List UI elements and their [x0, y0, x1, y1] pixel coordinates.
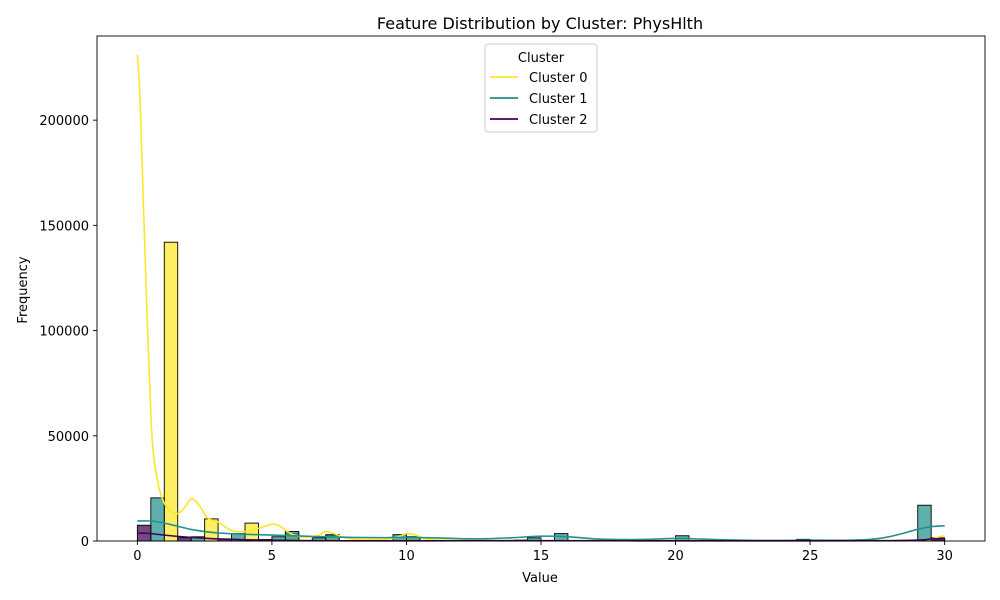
x-axis-label: Value — [522, 571, 558, 586]
y-tick-label: 100000 — [39, 325, 89, 340]
x-tick-label: 10 — [398, 549, 415, 564]
x-tick-label: 20 — [667, 549, 684, 564]
bar-cluster-0-0 — [163, 241, 179, 542]
bar-cluster-1-13 — [917, 504, 932, 542]
legend-box — [484, 43, 598, 133]
y-tick-label: 0 — [81, 535, 89, 550]
y-axis-label: Frequency — [16, 256, 31, 323]
legend-label-cluster-0: Cluster 0 — [529, 71, 588, 86]
chart-title: Feature Distribution by Cluster: PhysHlt… — [377, 14, 703, 33]
legend-label-cluster-1: Cluster 1 — [529, 92, 588, 107]
x-tick-label: 0 — [133, 549, 141, 564]
x-tick-label: 5 — [268, 549, 276, 564]
legend: Cluster Cluster 0 Cluster 1 Cluster 2 — [484, 43, 598, 133]
y-tick-label: 150000 — [39, 219, 89, 234]
legend-title: Cluster — [518, 51, 565, 66]
bar-cluster-2-1 — [177, 537, 192, 542]
x-tick-label: 25 — [802, 549, 819, 564]
x-tick-label: 30 — [936, 549, 953, 564]
y-tick-label: 50000 — [48, 430, 89, 445]
kde-line-cluster-1 — [137, 520, 945, 542]
legend-label-cluster-2: Cluster 2 — [529, 113, 588, 128]
x-tick-label: 15 — [533, 549, 550, 564]
y-tick-label: 200000 — [39, 114, 89, 129]
axes: 0 5 10 15 20 25 30 0 50000 100000 150000 200000 — [39, 35, 986, 564]
